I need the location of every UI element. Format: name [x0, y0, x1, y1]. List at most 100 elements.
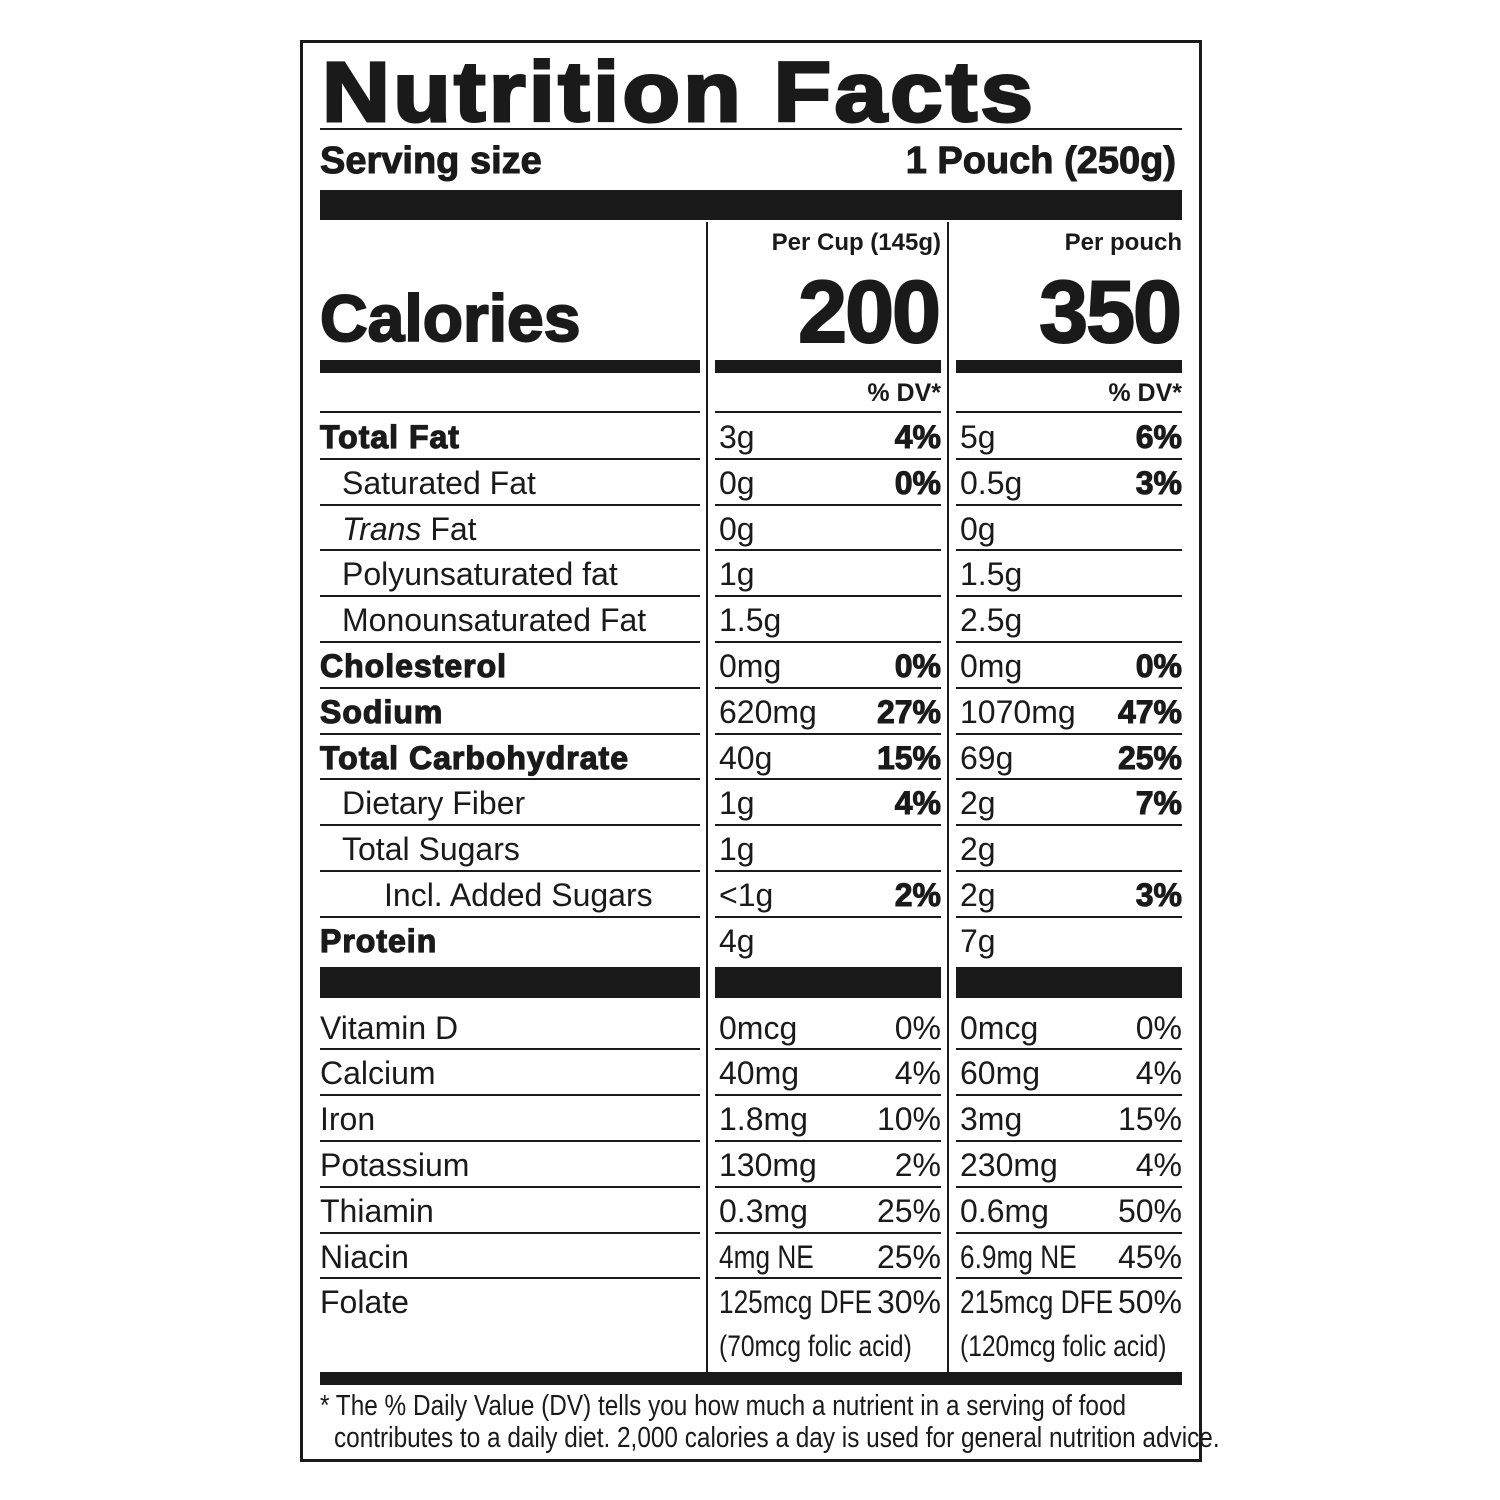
rule: [320, 503, 700, 506]
rule: [956, 778, 1182, 781]
cell-amount: 4g: [719, 922, 755, 959]
cell-dv: 3%: [1135, 464, 1182, 501]
serving-value: 1 Pouch (250g): [905, 140, 1176, 182]
rule: [715, 1048, 941, 1051]
rule: [320, 1094, 700, 1097]
vitamin-name: Calcium: [320, 1055, 436, 1092]
cell-note: (70mcg folic acid): [719, 1330, 912, 1364]
rule: [715, 778, 941, 781]
rule: [320, 1048, 700, 1051]
rule: [956, 1140, 1182, 1142]
rule: [320, 778, 700, 781]
cell-amount: 2g: [960, 877, 996, 913]
rule: [956, 915, 1182, 918]
rule: [715, 870, 941, 872]
rule: [715, 824, 941, 827]
column-header: Per pouch: [1064, 229, 1182, 256]
rule: [715, 966, 941, 998]
cell-amount: 3g: [719, 419, 755, 455]
rule: [715, 641, 941, 643]
nutrient-name: Incl. Added Sugars: [384, 877, 653, 913]
cell-amount: 0g: [719, 510, 755, 547]
cell-amount: 0.5g: [960, 464, 1023, 501]
cell-dv: 4%: [894, 785, 941, 822]
rule: [956, 411, 1182, 413]
cell-dv: 0%: [894, 1009, 941, 1046]
cell-dv: 4%: [1135, 1055, 1182, 1092]
rule: [956, 595, 1182, 598]
cell-dv: 50%: [1117, 1284, 1182, 1321]
rule: [956, 732, 1182, 735]
cell-dv: 25%: [876, 1238, 941, 1275]
rule: [956, 686, 1182, 689]
cell-amount: <1g: [719, 877, 774, 913]
rule: [320, 190, 1182, 220]
nutrient-name: Dietary Fiber: [342, 785, 526, 822]
rule: [947, 222, 949, 1372]
name-text: Fat: [421, 510, 477, 547]
cell-amount: 69g: [960, 739, 1014, 776]
cell-dv: 0%: [894, 464, 941, 501]
cell-amount: 2g: [960, 785, 996, 822]
cell-amount: 125mcg DFE: [719, 1284, 873, 1321]
cell-amount: 1.8mg: [719, 1101, 808, 1138]
cell-amount: 0g: [719, 464, 755, 501]
rule: [320, 732, 700, 735]
nutrient-name: Protein: [319, 922, 438, 959]
cell-amount: 620mg: [719, 693, 817, 730]
title: Nutrition Facts: [320, 45, 1037, 139]
cell-dv: 0%: [1135, 1009, 1182, 1046]
cell-amount: 0.3mg: [719, 1192, 808, 1229]
cell-amount: 5g: [960, 419, 996, 455]
rule: [956, 1231, 1182, 1234]
cell-dv: 50%: [1117, 1192, 1182, 1229]
rule: [956, 1094, 1182, 1097]
cell-amount: 2.5g: [960, 602, 1023, 639]
rule: [715, 503, 941, 506]
cell-amount: 1g: [719, 831, 755, 868]
vitamin-name: Vitamin D: [320, 1009, 459, 1046]
cell-amount: 0mcg: [719, 1009, 798, 1046]
nutrient-name: Saturated Fat: [342, 464, 536, 501]
calories-value: 200: [797, 262, 942, 361]
cell-amount: 0g: [960, 510, 996, 547]
cell-dv: 2%: [894, 877, 941, 913]
rule: [320, 595, 700, 598]
rule: [320, 549, 700, 552]
rule: [320, 641, 700, 643]
cell-amount: 0mg: [960, 648, 1023, 684]
rule: [956, 549, 1182, 552]
rule: [320, 686, 700, 689]
rule: [956, 641, 1182, 643]
calories-value: 350: [1038, 262, 1183, 361]
cell-amount: 0mcg: [960, 1009, 1039, 1046]
rule: [715, 1140, 941, 1142]
italic-prefix: Trans: [342, 510, 422, 547]
rule: [715, 1231, 941, 1234]
cell-dv: 47%: [1117, 693, 1182, 730]
cell-amount: 1.5g: [960, 556, 1023, 593]
cell-amount: 7g: [960, 922, 996, 959]
rule: [956, 360, 1182, 373]
rule: [956, 1048, 1182, 1051]
rule: [715, 915, 941, 918]
vitamin-name: Iron: [320, 1101, 376, 1138]
calories-label: Calories: [319, 281, 581, 355]
nutrient-name: Sodium: [319, 693, 444, 730]
rule: [715, 411, 941, 413]
cell-dv: 30%: [876, 1284, 941, 1321]
rule: [320, 1277, 700, 1280]
rule: [715, 1185, 941, 1188]
cell-dv: 4%: [894, 419, 941, 455]
rule: [956, 457, 1182, 460]
rule: [715, 732, 941, 735]
cell-dv: 4%: [1135, 1147, 1182, 1183]
rule: [320, 457, 700, 460]
rule: [956, 966, 1182, 998]
rule: [715, 1094, 941, 1097]
rule: [320, 1140, 700, 1142]
nutrient-name: Polyunsaturated fat: [342, 556, 618, 593]
cell-amount: 0.6mg: [960, 1192, 1049, 1229]
rule: [320, 915, 700, 918]
